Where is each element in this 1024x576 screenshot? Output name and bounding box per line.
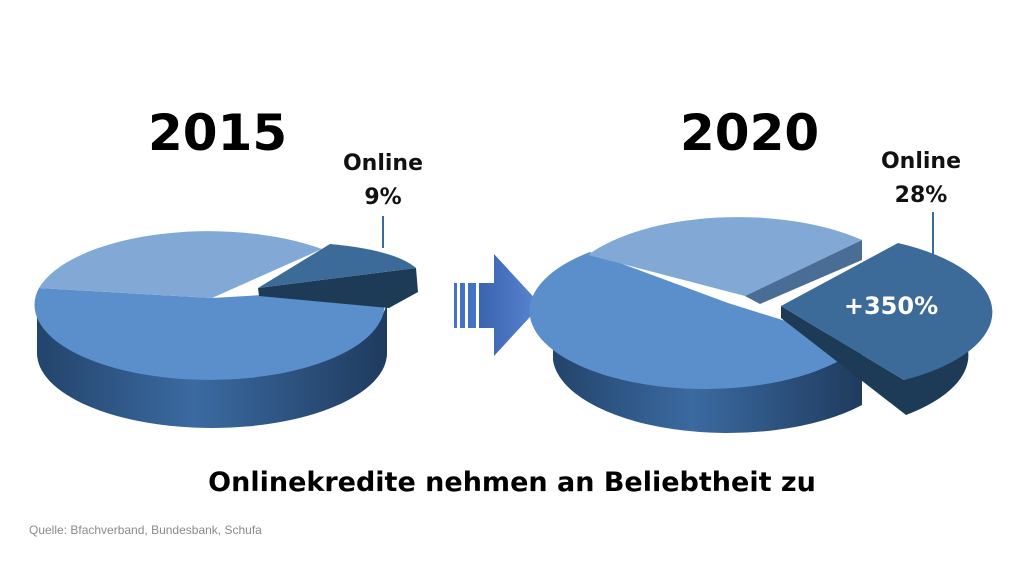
year-2015-title: 2015 [148,104,288,162]
pie-2020-online-value: 28% [894,183,948,208]
pie-2015-main-side [37,298,387,428]
pie-2020-back-wedge-edge [745,240,862,304]
chart-caption: Onlinekredite nehmen an Beliebtheit zu [208,467,816,498]
growth-label: +350% [843,292,939,320]
pie-2020-online-side [781,306,969,415]
pie-2020 [529,212,993,434]
pie-2015-online-side [258,268,418,308]
pie-2015-main-top [34,288,385,380]
pie-2015-back-slice [39,231,322,298]
pie-2015 [34,216,418,428]
right-arrow-icon [454,254,541,356]
pie-2020-online-name: Online [880,149,962,174]
pie-2020-main-top [529,252,862,389]
year-2020-title: 2020 [680,104,820,162]
pie-2015-online-top [258,244,416,288]
pie-2020-back-slice [588,217,862,296]
pie-2015-online-name: Online [342,151,424,176]
pie-2020-main-side [553,303,862,434]
pie-2015-online-label: Online 9% [328,147,438,215]
source-note: Quelle: Bfachverband, Bundesbank, Schufa [29,523,262,537]
pie-2020-online-top [781,243,993,380]
pie-2020-online-label: Online 28% [866,145,976,213]
pie-2015-online-value: 9% [364,185,402,210]
